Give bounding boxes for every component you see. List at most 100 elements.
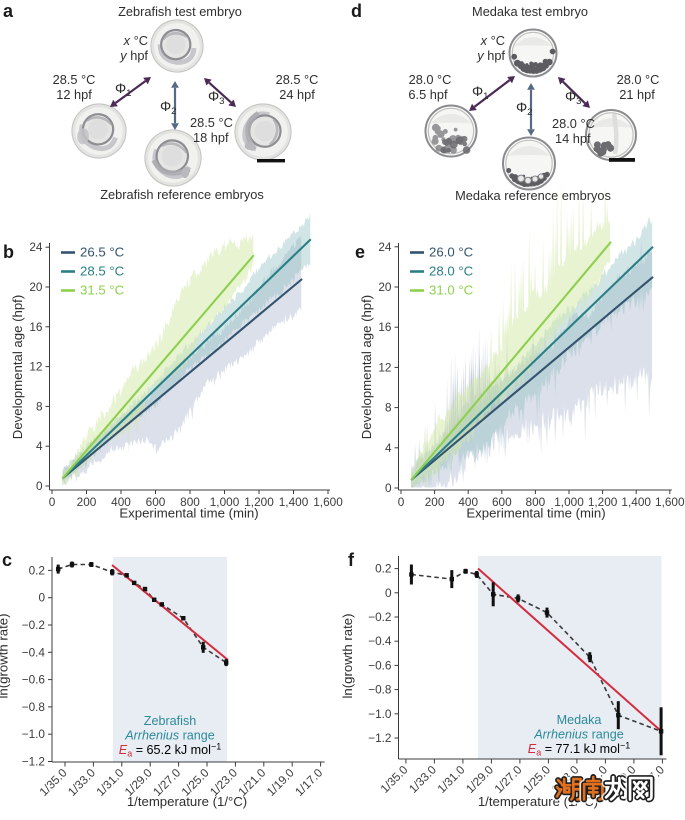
svg-text:24: 24 bbox=[29, 240, 43, 254]
svg-text:Φ1: Φ1 bbox=[472, 83, 489, 102]
svg-text:0: 0 bbox=[385, 586, 392, 600]
svg-text:−0.4: −0.4 bbox=[22, 645, 46, 659]
svg-text:1/33.0: 1/33.0 bbox=[65, 765, 98, 798]
svg-text:20: 20 bbox=[378, 280, 392, 294]
svg-text:24: 24 bbox=[378, 240, 392, 254]
svg-text:200: 200 bbox=[425, 495, 445, 509]
svg-text:400: 400 bbox=[111, 495, 131, 509]
svg-text:400: 400 bbox=[458, 495, 478, 509]
svg-text:0: 0 bbox=[398, 495, 405, 509]
svg-text:Φ3: Φ3 bbox=[208, 88, 225, 107]
svg-text:−1.0: −1.0 bbox=[368, 707, 392, 721]
svg-text:Developmental age (hpf): Developmental age (hpf) bbox=[359, 295, 374, 439]
svg-text:21 hpf: 21 hpf bbox=[619, 87, 655, 102]
svg-text:1,000: 1,000 bbox=[554, 495, 584, 509]
svg-text:x °C: x °C bbox=[123, 33, 148, 48]
svg-text:800: 800 bbox=[180, 495, 200, 509]
svg-text:1,400: 1,400 bbox=[621, 495, 651, 509]
svg-text:20: 20 bbox=[29, 280, 43, 294]
svg-text:Zebrafish test embryo: Zebrafish test embryo bbox=[118, 4, 242, 19]
svg-text:Medaka test embryo: Medaka test embryo bbox=[472, 4, 588, 19]
svg-text:b: b bbox=[3, 242, 14, 262]
svg-text:1/17.0: 1/17.0 bbox=[292, 765, 325, 798]
svg-text:−1.2: −1.2 bbox=[368, 731, 391, 745]
svg-text:26.0 °C: 26.0 °C bbox=[429, 245, 474, 260]
svg-text:28.5 °C: 28.5 °C bbox=[80, 264, 125, 279]
svg-text:1/25.0: 1/25.0 bbox=[520, 762, 553, 795]
svg-text:4: 4 bbox=[36, 439, 43, 453]
svg-text:f: f bbox=[348, 550, 355, 570]
svg-text:y hpf: y hpf bbox=[119, 48, 148, 63]
svg-text:−1.2: −1.2 bbox=[22, 755, 45, 769]
svg-text:1/35.0: 1/35.0 bbox=[377, 762, 410, 795]
svg-text:800: 800 bbox=[526, 495, 546, 509]
svg-text:28.5 °C: 28.5 °C bbox=[53, 72, 96, 87]
svg-text:31.5 °C: 31.5 °C bbox=[80, 283, 125, 298]
svg-text:Medaka reference embryos: Medaka reference embryos bbox=[455, 188, 611, 203]
svg-text:0.2: 0.2 bbox=[29, 563, 45, 577]
svg-text:e: e bbox=[355, 242, 365, 262]
svg-text:1/29.0: 1/29.0 bbox=[463, 762, 496, 795]
svg-text:28.0 °C: 28.0 °C bbox=[552, 116, 595, 131]
svg-text:8: 8 bbox=[385, 401, 392, 415]
svg-text:28.0 °C: 28.0 °C bbox=[429, 264, 474, 279]
svg-text:28.0 °C: 28.0 °C bbox=[617, 72, 660, 87]
svg-text:18 hpf: 18 hpf bbox=[193, 130, 229, 145]
svg-text:6.5 hpf: 6.5 hpf bbox=[408, 87, 448, 102]
svg-text:12: 12 bbox=[378, 360, 391, 374]
svg-text:ln(growth rate): ln(growth rate) bbox=[340, 613, 355, 698]
svg-text:0: 0 bbox=[49, 495, 56, 509]
svg-text:a: a bbox=[3, 1, 14, 21]
svg-text:28.0 °C: 28.0 °C bbox=[409, 72, 452, 87]
svg-text:1,400: 1,400 bbox=[279, 495, 309, 509]
svg-text:c: c bbox=[2, 550, 12, 570]
svg-text:16: 16 bbox=[378, 320, 392, 334]
svg-text:Ea = 77.1 kJ mol−1: Ea = 77.1 kJ mol−1 bbox=[528, 741, 630, 758]
svg-text:0: 0 bbox=[385, 481, 392, 495]
svg-text:Ea = 65.2 kJ mol−1: Ea = 65.2 kJ mol−1 bbox=[119, 742, 221, 759]
svg-text:600: 600 bbox=[146, 495, 166, 509]
svg-text:12 hpf: 12 hpf bbox=[56, 87, 92, 102]
svg-text:1,200: 1,200 bbox=[588, 495, 618, 509]
svg-text:d: d bbox=[351, 1, 362, 21]
svg-text:8: 8 bbox=[36, 399, 43, 413]
svg-text:26.5 °C: 26.5 °C bbox=[80, 245, 125, 260]
svg-text:1,200: 1,200 bbox=[244, 495, 274, 509]
svg-text:−0.6: −0.6 bbox=[22, 673, 46, 687]
svg-text:16: 16 bbox=[29, 320, 43, 334]
svg-text:4: 4 bbox=[385, 441, 392, 455]
svg-text:12: 12 bbox=[29, 360, 42, 374]
svg-text:28.5 °C: 28.5 °C bbox=[190, 115, 233, 130]
svg-text:1/temperature (1/°C): 1/temperature (1/°C) bbox=[127, 794, 247, 809]
svg-text:1,000: 1,000 bbox=[210, 495, 240, 509]
svg-text:31.0 °C: 31.0 °C bbox=[429, 283, 474, 298]
svg-text:−0.2: −0.2 bbox=[22, 618, 45, 632]
svg-text:ln(growth rate): ln(growth rate) bbox=[0, 613, 11, 698]
svg-text:−0.2: −0.2 bbox=[368, 610, 391, 624]
svg-text:Experimental time (min): Experimental time (min) bbox=[466, 506, 605, 521]
svg-text:24 hpf: 24 hpf bbox=[279, 87, 315, 102]
svg-text:1/35.0: 1/35.0 bbox=[37, 765, 70, 798]
svg-text:−1.0: −1.0 bbox=[22, 727, 46, 741]
svg-text:−0.6: −0.6 bbox=[368, 658, 392, 672]
svg-text:Zebrafish reference embryos: Zebrafish reference embryos bbox=[100, 187, 264, 202]
svg-text:0: 0 bbox=[36, 479, 43, 493]
svg-text:1/19.0: 1/19.0 bbox=[264, 765, 297, 798]
svg-text:0: 0 bbox=[38, 591, 45, 605]
svg-text:0.2: 0.2 bbox=[375, 562, 391, 576]
svg-text:1/33.0: 1/33.0 bbox=[406, 762, 439, 795]
svg-text:Experimental time (min): Experimental time (min) bbox=[119, 506, 258, 521]
svg-text:14 hpf: 14 hpf bbox=[555, 131, 591, 146]
svg-text:−0.8: −0.8 bbox=[368, 683, 392, 697]
svg-text:Φ3: Φ3 bbox=[565, 88, 582, 107]
svg-text:1/31.0: 1/31.0 bbox=[93, 765, 126, 798]
svg-text:y hpf: y hpf bbox=[476, 48, 505, 63]
svg-text:200: 200 bbox=[77, 495, 97, 509]
svg-text:Developmental age (hpf): Developmental age (hpf) bbox=[10, 295, 25, 439]
svg-text:28.5 °C: 28.5 °C bbox=[276, 72, 319, 87]
svg-text:600: 600 bbox=[492, 495, 512, 509]
svg-text:1/27.0: 1/27.0 bbox=[491, 762, 524, 795]
svg-text:1,600: 1,600 bbox=[313, 495, 343, 509]
